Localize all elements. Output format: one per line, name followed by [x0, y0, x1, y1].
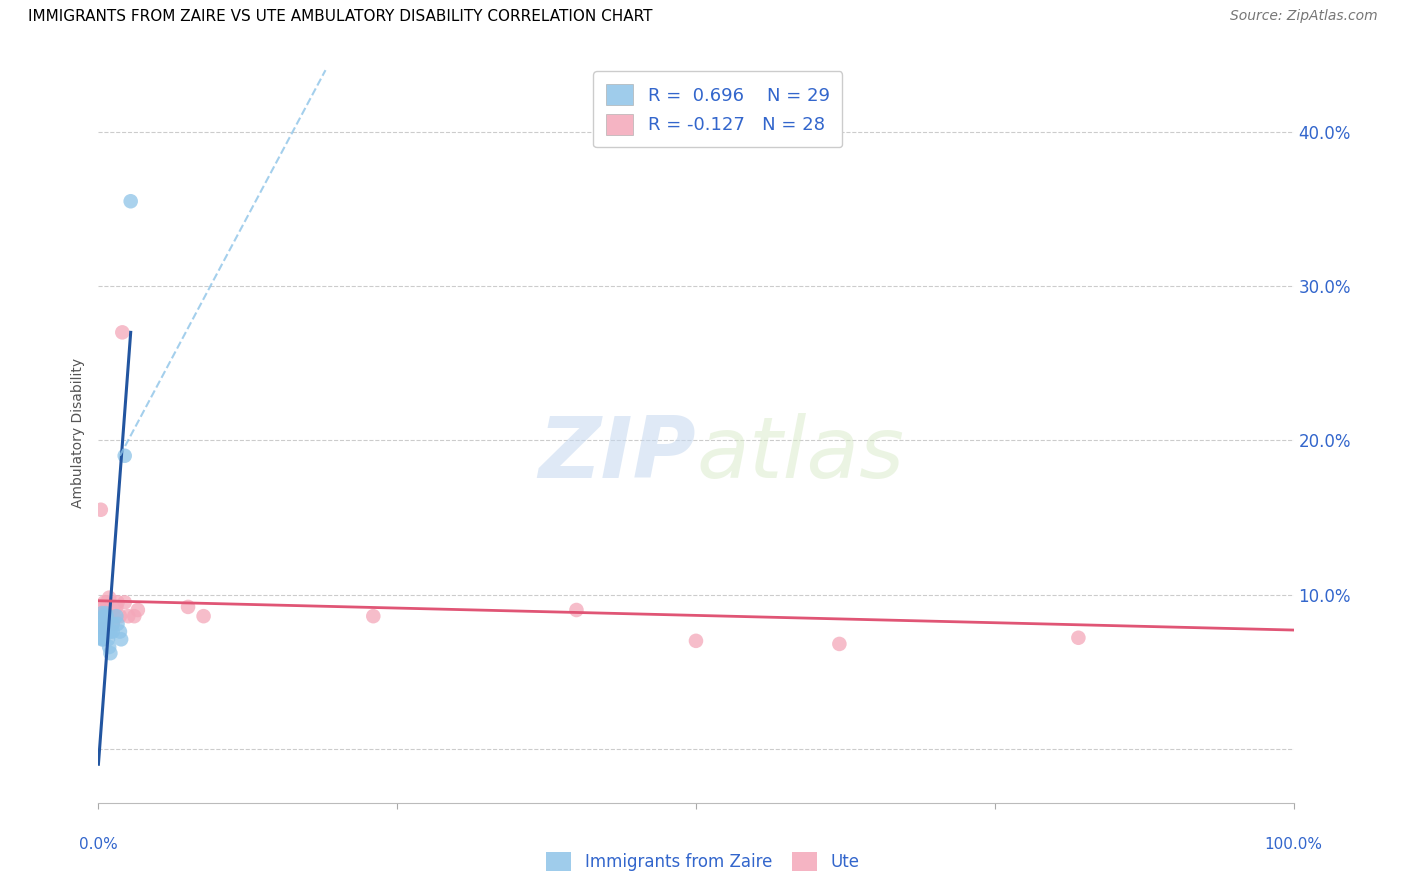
- Point: [96, 616, 118, 631]
- Point: [93, 595, 115, 609]
- Point: [91, 624, 114, 639]
- Point: [177, 599, 200, 614]
- Point: [97, 632, 120, 647]
- Point: [105, 609, 128, 624]
- Point: [94, 606, 117, 620]
- Text: 0.0%: 0.0%: [79, 837, 118, 852]
- Point: [98, 640, 121, 654]
- Point: [363, 609, 385, 624]
- Point: [90, 631, 112, 645]
- Point: [107, 595, 129, 609]
- Point: [110, 632, 132, 647]
- Point: [90, 502, 112, 516]
- Point: [91, 622, 114, 636]
- Point: [93, 609, 115, 624]
- Text: Source: ZipAtlas.com: Source: ZipAtlas.com: [1230, 9, 1378, 23]
- Point: [98, 591, 121, 605]
- Point: [105, 599, 128, 614]
- Point: [91, 632, 114, 647]
- Point: [1067, 631, 1090, 645]
- Point: [565, 603, 588, 617]
- Point: [93, 624, 115, 639]
- Legend: Immigrants from Zaire, Ute: Immigrants from Zaire, Ute: [538, 843, 868, 880]
- Point: [103, 609, 125, 624]
- Y-axis label: Ambulatory Disability: Ambulatory Disability: [72, 358, 86, 508]
- Point: [98, 609, 122, 624]
- Point: [124, 609, 146, 624]
- Point: [91, 632, 114, 647]
- Point: [91, 606, 114, 620]
- Point: [117, 609, 139, 624]
- Point: [108, 624, 131, 639]
- Point: [111, 326, 134, 340]
- Point: [93, 616, 115, 631]
- Point: [101, 616, 124, 631]
- Point: [828, 637, 851, 651]
- Point: [127, 603, 149, 617]
- Point: [96, 609, 118, 624]
- Point: [107, 616, 129, 631]
- Point: [89, 599, 111, 614]
- Text: ZIP: ZIP: [538, 413, 696, 496]
- Point: [91, 616, 114, 631]
- Point: [94, 616, 117, 631]
- Point: [120, 194, 142, 209]
- Point: [98, 624, 122, 639]
- Point: [100, 616, 122, 631]
- Point: [114, 595, 136, 609]
- Point: [97, 606, 120, 620]
- Point: [193, 609, 215, 624]
- Text: IMMIGRANTS FROM ZAIRE VS UTE AMBULATORY DISABILITY CORRELATION CHART: IMMIGRANTS FROM ZAIRE VS UTE AMBULATORY …: [28, 9, 652, 24]
- Legend: R =  0.696    N = 29, R = -0.127   N = 28: R = 0.696 N = 29, R = -0.127 N = 28: [593, 71, 842, 147]
- Point: [114, 449, 136, 463]
- Point: [108, 609, 131, 624]
- Point: [91, 606, 114, 620]
- Point: [94, 606, 117, 620]
- Point: [101, 624, 124, 639]
- Point: [96, 595, 118, 609]
- Point: [101, 616, 124, 631]
- Text: 100.0%: 100.0%: [1264, 837, 1323, 852]
- Point: [91, 624, 114, 639]
- Point: [90, 615, 112, 630]
- Point: [685, 633, 707, 648]
- Text: atlas: atlas: [696, 413, 904, 496]
- Point: [97, 624, 120, 639]
- Point: [98, 646, 122, 660]
- Point: [89, 622, 111, 636]
